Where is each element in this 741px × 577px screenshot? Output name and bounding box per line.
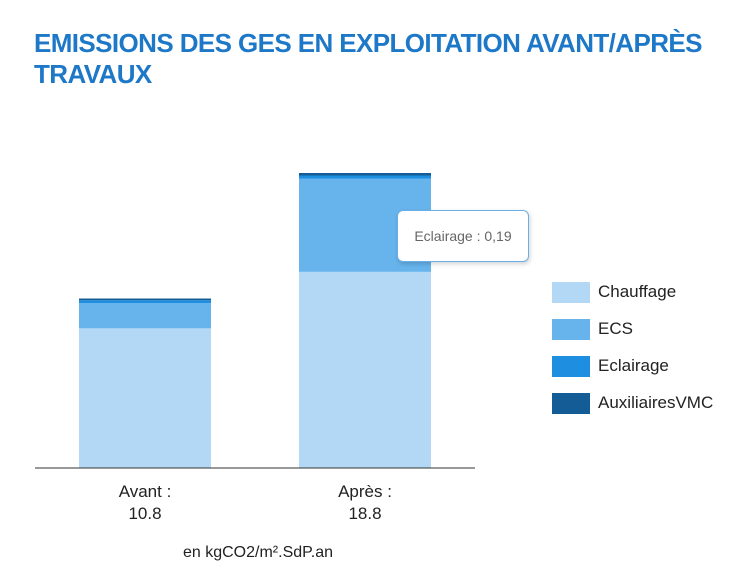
chart-title: EMISSIONS DES GES EN EXPLOITATION AVANT/… [34,28,702,89]
bar-segment-auxiliairesvmc-2[interactable] [299,173,431,176]
legend-swatch [552,392,590,414]
tooltip: Eclairage : 0,19 [397,210,529,262]
legend-swatch [552,318,590,340]
legend-swatch [552,281,590,303]
bar-segment-eclairage-2[interactable] [299,175,431,179]
legend-item-eclairage[interactable]: Eclairage [552,354,713,378]
category-label-1: Avant : [119,482,172,501]
legend-label: Eclairage [598,356,669,375]
bar-segment-auxiliairesvmc-1[interactable] [79,298,211,301]
category-total-1: 10.8 [128,504,161,523]
legend-item-auxiliairesvmc[interactable]: AuxiliairesVMC [552,391,713,415]
category-labels: Avant : 10.8 Après : 18.8 [119,482,392,523]
x-axis-unit-label: en kgCO2/m².SdP.an [183,544,333,561]
legend-label: ECS [598,319,633,338]
bar-segment-eclairage-1[interactable] [79,300,211,304]
bars-group [79,173,431,468]
legend: Chauffage ECS Eclairage AuxiliairesVMC [552,280,713,428]
bar-segment-ecs-1[interactable] [79,303,211,329]
category-total-2: 18.8 [348,504,381,523]
legend-label: Chauffage [598,282,677,301]
legend-item-ecs[interactable]: ECS [552,317,713,341]
bar-segment-chauffage-2[interactable] [299,271,431,468]
category-label-2: Après : [338,482,392,501]
legend-item-chauffage[interactable]: Chauffage [552,280,713,304]
bar-segment-chauffage-1[interactable] [79,328,211,468]
legend-swatch [552,355,590,377]
legend-label: AuxiliairesVMC [598,393,714,412]
